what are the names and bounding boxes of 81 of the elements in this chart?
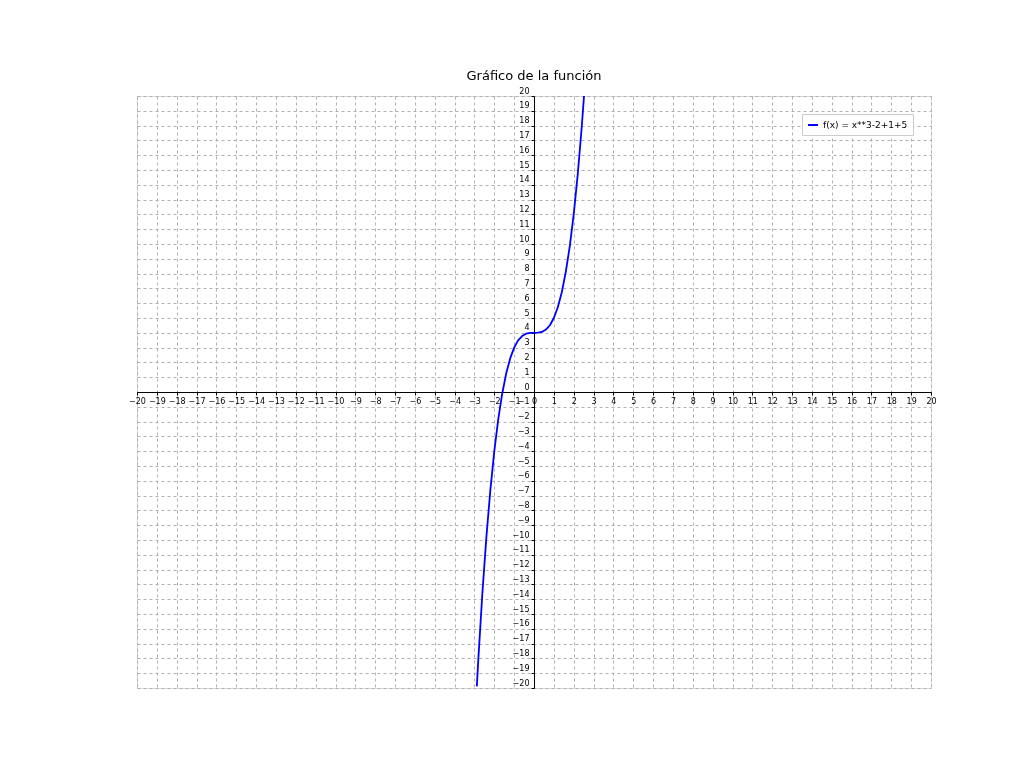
y-tick-label: 7 bbox=[524, 278, 530, 288]
x-tick-label: 4 bbox=[611, 396, 617, 406]
x-tick-label: 5 bbox=[631, 396, 637, 406]
y-tick-label: −11 bbox=[512, 545, 530, 555]
x-tick-label: −18 bbox=[168, 396, 186, 406]
y-tick-label: −15 bbox=[512, 604, 530, 614]
x-tick-label: −12 bbox=[287, 396, 305, 406]
x-tick-label: −13 bbox=[268, 396, 285, 406]
x-tick-label: 3 bbox=[591, 396, 597, 406]
y-tick-label: 0 bbox=[524, 382, 530, 392]
y-tick-label: −7 bbox=[517, 486, 530, 496]
y-tick-label: 18 bbox=[519, 116, 530, 126]
x-tick-label: −2 bbox=[488, 396, 501, 406]
x-tick-label: 20 bbox=[926, 396, 937, 406]
x-tick-label: −6 bbox=[409, 396, 422, 406]
x-tick-label: −5 bbox=[429, 396, 442, 406]
x-tick-label: 12 bbox=[767, 396, 778, 406]
x-tick-label: −15 bbox=[228, 396, 246, 406]
y-tick-label: −8 bbox=[517, 500, 530, 510]
y-tick-label: 13 bbox=[519, 190, 530, 200]
y-tick-label: −14 bbox=[512, 589, 530, 599]
x-tick-label: −10 bbox=[327, 396, 345, 406]
x-tick-label: 6 bbox=[651, 396, 657, 406]
y-tick-label: 5 bbox=[524, 308, 530, 318]
x-tick-label: 19 bbox=[906, 396, 917, 406]
y-tick-label: 20 bbox=[519, 86, 530, 96]
x-tick-label: 16 bbox=[847, 396, 858, 406]
y-tick-label: −2 bbox=[517, 412, 530, 422]
x-tick-label: −9 bbox=[349, 396, 362, 406]
x-tick-label: −8 bbox=[369, 396, 382, 406]
x-tick-label: 7 bbox=[670, 396, 676, 406]
y-tick-label: 9 bbox=[524, 249, 530, 259]
y-tick-label: −19 bbox=[512, 663, 530, 673]
y-tick-label: −20 bbox=[512, 678, 530, 688]
x-tick-label: 11 bbox=[747, 396, 758, 406]
x-tick-label: −16 bbox=[208, 396, 226, 406]
y-tick-label: −17 bbox=[512, 634, 530, 644]
y-tick-label: −3 bbox=[517, 426, 530, 436]
legend-label: f(x) = x**3-2+1+5 bbox=[823, 120, 908, 130]
y-tick-label: 4 bbox=[524, 323, 530, 333]
y-tick-label: −4 bbox=[517, 441, 530, 451]
y-tick-label: 15 bbox=[519, 160, 530, 170]
y-tick-label: 3 bbox=[524, 338, 530, 348]
y-tick-label: 17 bbox=[519, 130, 530, 140]
x-tick-label: 18 bbox=[886, 396, 897, 406]
y-tick-label: 2 bbox=[524, 352, 530, 362]
y-tick-label: 11 bbox=[519, 219, 530, 229]
x-tick-label: −4 bbox=[449, 396, 461, 406]
y-tick-label: 6 bbox=[524, 293, 530, 303]
x-tick-label: 1 bbox=[551, 396, 557, 406]
x-tick-label: −20 bbox=[129, 396, 146, 406]
x-tick-label: 15 bbox=[827, 396, 838, 406]
x-tick-label: 13 bbox=[787, 396, 798, 406]
y-tick-label: −12 bbox=[512, 560, 530, 570]
y-tick-label: −18 bbox=[512, 648, 530, 658]
y-tick-label: 14 bbox=[519, 175, 530, 185]
y-tick-label: −10 bbox=[512, 530, 530, 540]
y-tick-label: 8 bbox=[524, 264, 530, 274]
y-tick-label: −16 bbox=[512, 619, 530, 629]
x-tick-label: 14 bbox=[807, 396, 818, 406]
chart-title: Gráfico de la función bbox=[466, 68, 602, 83]
x-tick-label: −14 bbox=[248, 396, 266, 406]
y-tick-label: 10 bbox=[519, 234, 530, 244]
x-tick-label: −19 bbox=[148, 396, 166, 406]
x-tick-label: −3 bbox=[469, 396, 481, 406]
y-tick-label: 19 bbox=[519, 101, 530, 111]
y-tick-label: 12 bbox=[519, 204, 530, 214]
y-tick-label: −9 bbox=[517, 515, 530, 525]
x-tick-label: −11 bbox=[307, 396, 325, 406]
y-tick-label: 16 bbox=[519, 145, 530, 155]
x-tick-label: 10 bbox=[727, 396, 739, 406]
x-tick-label: 17 bbox=[866, 396, 878, 406]
x-tick-label: 9 bbox=[710, 396, 716, 406]
y-tick-label: −5 bbox=[517, 456, 530, 466]
x-tick-label: 2 bbox=[571, 396, 577, 406]
x-tick-label: −7 bbox=[389, 396, 402, 406]
y-tick-label: 1 bbox=[524, 367, 530, 377]
y-tick-label: −13 bbox=[512, 574, 530, 584]
x-tick-label: 8 bbox=[690, 396, 696, 406]
y-tick-label: −6 bbox=[517, 471, 530, 481]
x-tick-label: −17 bbox=[188, 396, 206, 406]
